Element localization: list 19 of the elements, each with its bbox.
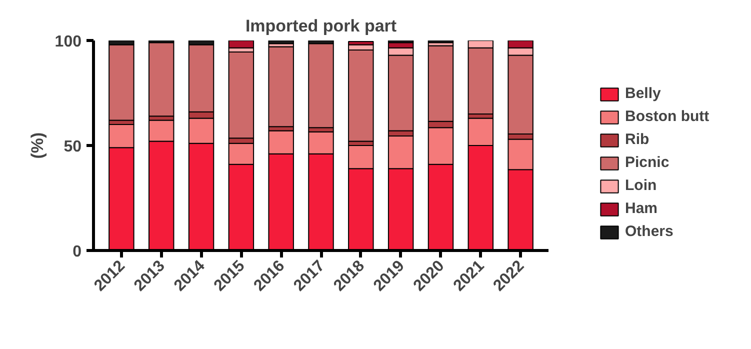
y-tick-label: 100 <box>54 34 82 50</box>
bar <box>268 46 294 128</box>
bar <box>268 40 294 44</box>
legend-label: Boston butt <box>625 108 710 125</box>
chart-title: Imported pork part <box>245 16 397 36</box>
bar <box>148 42 174 117</box>
legend-label: Picnic <box>625 154 670 171</box>
bar <box>108 44 134 121</box>
bar <box>228 40 254 48</box>
bar <box>428 40 454 44</box>
y-axis-title: (%) <box>28 132 47 159</box>
legend-label: Loin <box>625 177 657 194</box>
legend-label: Belly <box>625 85 661 102</box>
y-tick-label: 0 <box>72 244 82 260</box>
legend-label: Rib <box>625 131 650 148</box>
bar <box>308 43 334 128</box>
legend-label: Others <box>625 223 674 240</box>
legend-label: Ham <box>625 200 658 217</box>
y-tick-label: 50 <box>64 138 82 156</box>
